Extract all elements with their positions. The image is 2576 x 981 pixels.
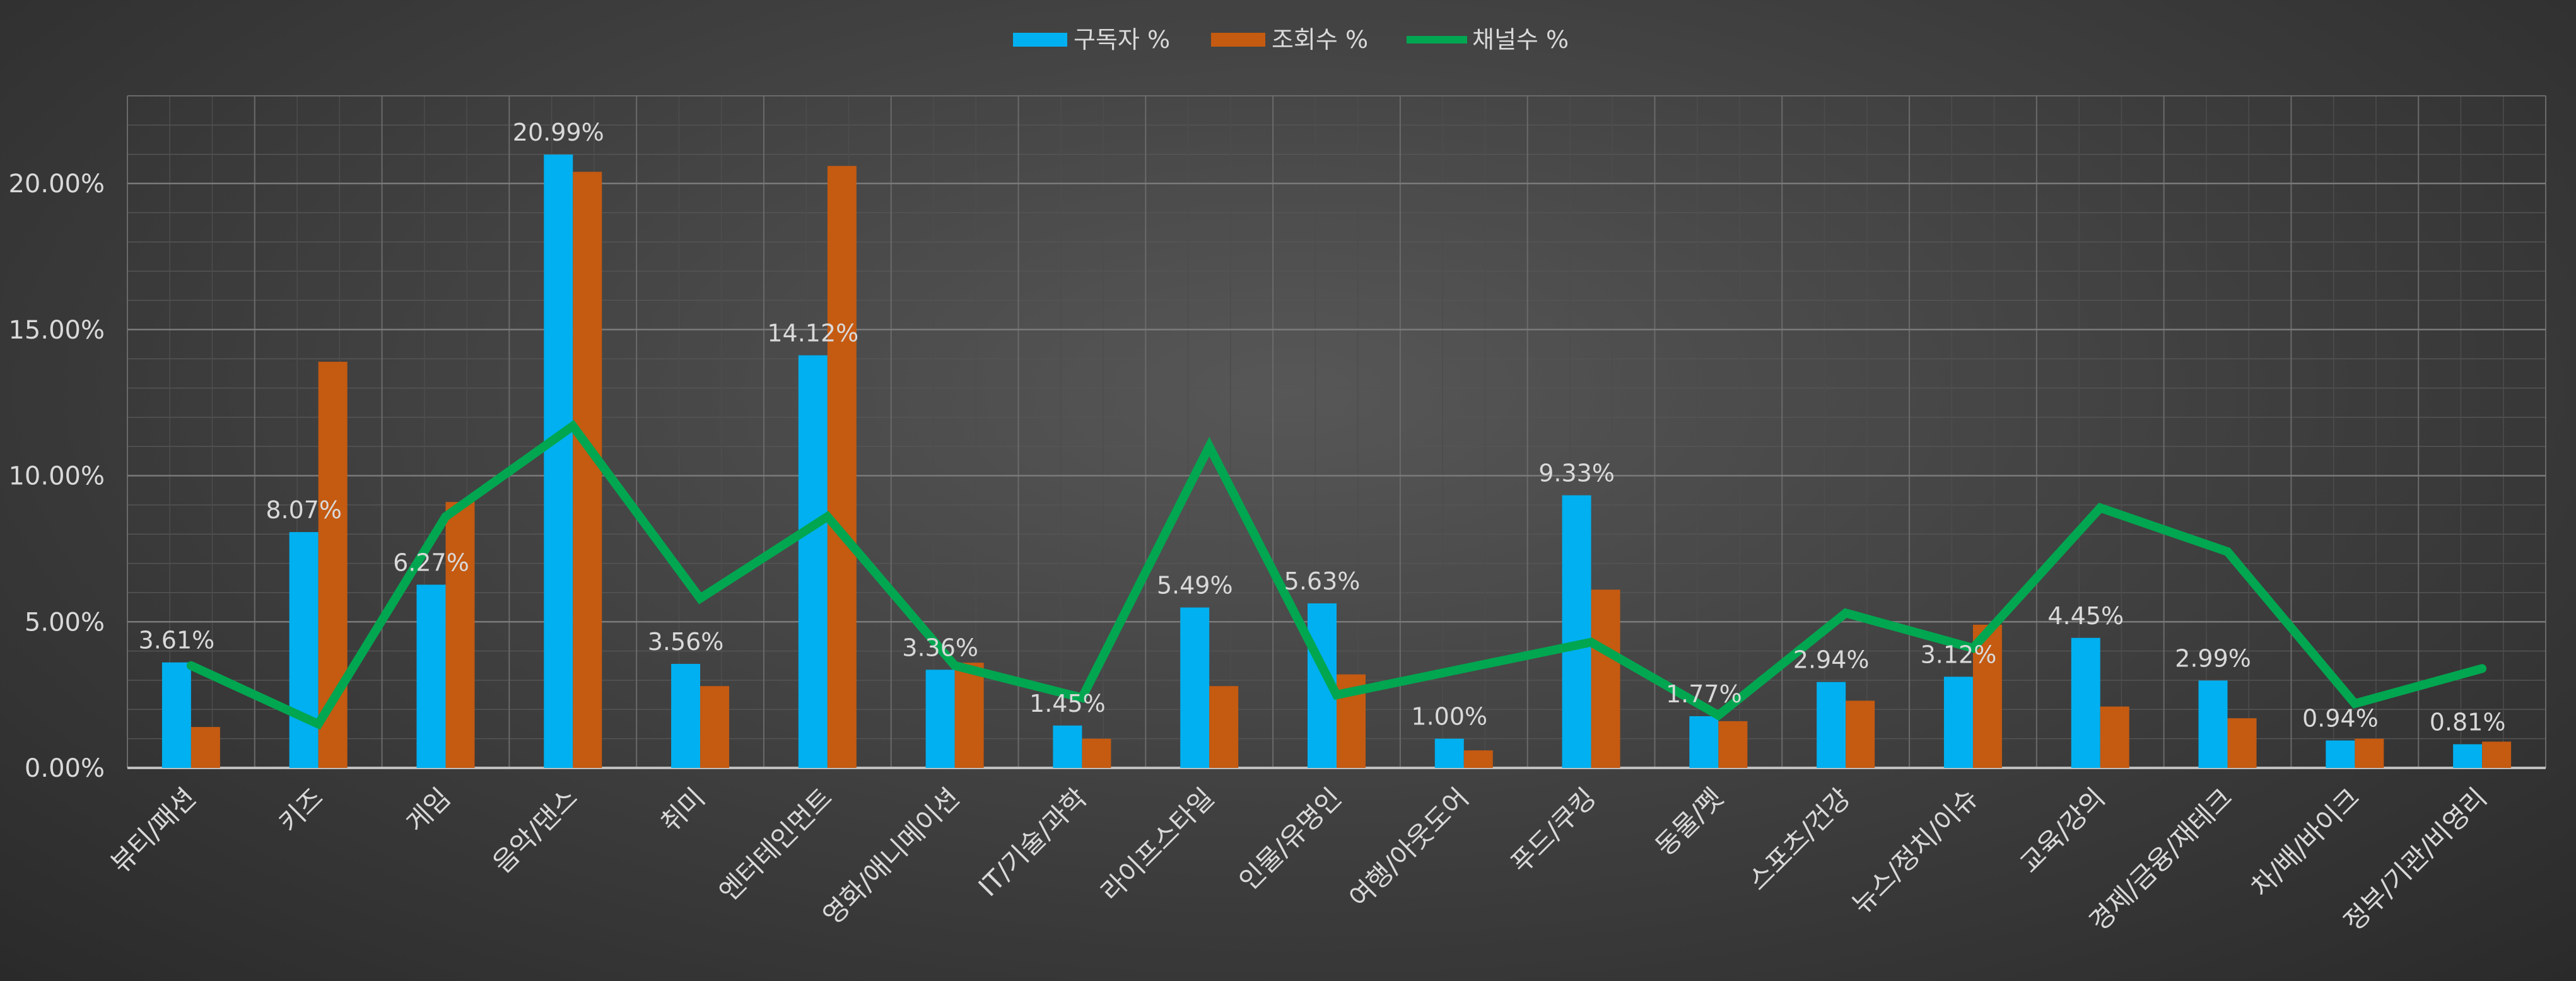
bar-views bbox=[700, 686, 730, 768]
x-tick-label: 뉴스/정치/이슈 bbox=[1846, 782, 1984, 920]
data-label-subscribers: 5.49% bbox=[1157, 572, 1233, 600]
legend-swatch-subscribers bbox=[1013, 33, 1067, 47]
x-tick-label: 라이프스타일 bbox=[1095, 782, 1221, 907]
data-label-subscribers: 1.00% bbox=[1411, 703, 1487, 731]
legend-swatch-views bbox=[1211, 33, 1265, 47]
data-label-subscribers: 4.45% bbox=[2047, 602, 2124, 630]
bar-subscribers bbox=[289, 531, 319, 768]
data-label-subscribers: 3.56% bbox=[648, 628, 724, 656]
bar-subscribers bbox=[544, 154, 573, 769]
bar-subscribers bbox=[1817, 682, 1846, 768]
y-tick-label: 0.00% bbox=[25, 754, 105, 783]
bar-subscribers bbox=[2198, 680, 2228, 768]
bar-subscribers bbox=[1562, 495, 1591, 768]
x-tick-label: 스포츠/건강 bbox=[1742, 782, 1856, 896]
legend-label-channels: 채널수 % bbox=[1472, 26, 1569, 54]
x-tick-label: 영화/애니메이션 bbox=[817, 782, 966, 931]
bar-views bbox=[1846, 700, 1875, 768]
bar-subscribers bbox=[1053, 725, 1082, 768]
data-label-subscribers: 8.07% bbox=[266, 496, 342, 524]
channel-line bbox=[186, 420, 2487, 730]
data-label-subscribers: 2.94% bbox=[1793, 646, 1870, 674]
x-tick-label: 취미 bbox=[655, 782, 711, 838]
bar-views bbox=[2482, 741, 2512, 768]
data-labels: 3.61% 8.07% 6.27% 20.99% 3.56% 14.12% 3.36% 1.4… bbox=[139, 119, 2506, 736]
bar-views bbox=[573, 171, 602, 768]
y-tick-label: 20.00% bbox=[8, 170, 105, 199]
x-tick-label: 게임 bbox=[400, 782, 456, 838]
x-tick-label: 음악/댄스 bbox=[486, 782, 583, 879]
x-tick-label: 푸드/쿠킹 bbox=[1505, 782, 1602, 879]
bar-subscribers bbox=[2453, 744, 2483, 768]
x-tick-label: 동물/펫 bbox=[1649, 782, 1730, 862]
bar-views bbox=[827, 166, 857, 769]
bar-views bbox=[1718, 721, 1748, 768]
data-label-subscribers: 5.63% bbox=[1284, 567, 1361, 595]
bar-views bbox=[2227, 718, 2257, 768]
data-label-subscribers: 3.12% bbox=[1921, 641, 1997, 668]
line-channels bbox=[186, 420, 2487, 730]
data-label-subscribers: 20.99% bbox=[513, 119, 604, 146]
legend: 구독자 % 조회수 % 채널수 % bbox=[1013, 26, 1569, 54]
x-tick-label: 키즈 bbox=[272, 782, 329, 838]
data-label-subscribers: 6.27% bbox=[393, 549, 469, 576]
bar-views bbox=[1082, 738, 1111, 768]
data-label-subscribers: 1.45% bbox=[1029, 690, 1106, 717]
x-tick-label: 차/배/바이크 bbox=[2245, 782, 2365, 902]
bar-subscribers bbox=[416, 584, 446, 768]
data-label-subscribers: 14.12% bbox=[767, 320, 858, 347]
bar-views bbox=[1463, 750, 1493, 768]
bar-views bbox=[954, 663, 984, 768]
data-label-subscribers: 0.81% bbox=[2430, 708, 2506, 736]
bar-views bbox=[2355, 738, 2384, 768]
bar-views bbox=[1209, 686, 1239, 768]
bar-subscribers bbox=[1180, 607, 1210, 768]
y-tick-label: 15.00% bbox=[8, 316, 105, 345]
y-tick-label: 5.00% bbox=[25, 608, 105, 637]
bar-subscribers bbox=[161, 662, 191, 768]
legend-label-subscribers: 구독자 % bbox=[1074, 26, 1170, 54]
legend-label-views: 조회수 % bbox=[1272, 26, 1368, 54]
data-label-subscribers: 2.99% bbox=[2175, 644, 2251, 672]
x-tick-label: 인물/유명인 bbox=[1233, 782, 1347, 896]
bar-subscribers bbox=[1943, 676, 1973, 768]
bar-views bbox=[2100, 706, 2129, 768]
bar-views bbox=[1591, 589, 1620, 768]
bar-subscribers bbox=[671, 664, 701, 768]
bar-subscribers bbox=[1689, 716, 1719, 768]
x-tick-label: IT/기술/과학 bbox=[973, 782, 1093, 902]
data-label-subscribers: 9.33% bbox=[1538, 460, 1615, 487]
bars bbox=[161, 154, 2512, 769]
data-label-subscribers: 3.61% bbox=[139, 627, 215, 654]
data-label-subscribers: 1.77% bbox=[1666, 680, 1742, 708]
x-tick-label: 뷰티/패션 bbox=[105, 782, 202, 879]
bar-views bbox=[445, 502, 475, 768]
data-label-subscribers: 0.94% bbox=[2302, 704, 2379, 732]
bar-subscribers bbox=[1434, 738, 1464, 768]
bar-subscribers bbox=[2326, 740, 2355, 768]
bar-subscribers bbox=[2071, 637, 2100, 768]
y-tick-label: 10.00% bbox=[8, 462, 105, 491]
x-tick-label: 여행/아웃도어 bbox=[1343, 782, 1475, 914]
bar-subscribers bbox=[925, 670, 955, 768]
bar-subscribers bbox=[798, 355, 828, 768]
x-tick-label: 교육/강의 bbox=[2014, 782, 2111, 879]
data-label-subscribers: 3.36% bbox=[902, 634, 978, 661]
y-axis: 0.00% 5.00% 10.00% 15.00% 20.00% bbox=[8, 170, 105, 783]
bar-views bbox=[190, 727, 220, 768]
x-tick-label: 엔터테인먼트 bbox=[713, 782, 838, 907]
